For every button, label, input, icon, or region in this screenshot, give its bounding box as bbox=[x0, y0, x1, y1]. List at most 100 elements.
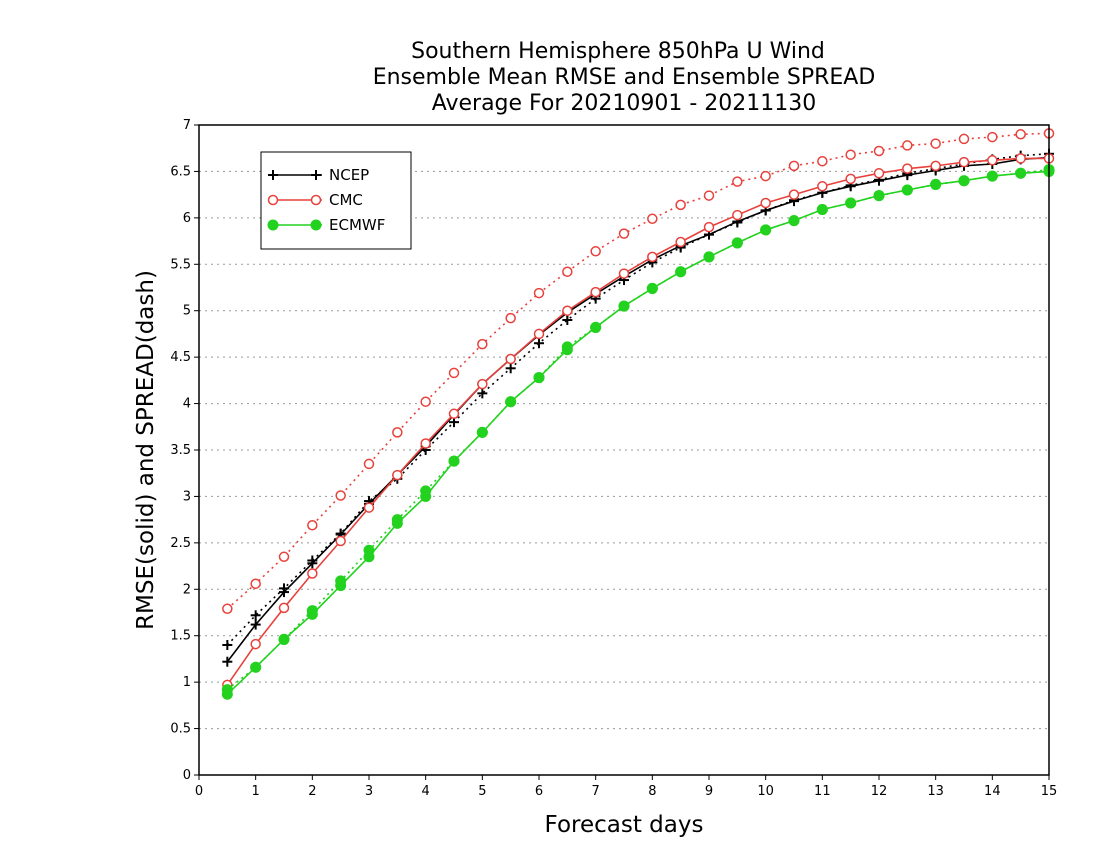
ecmwf-rmse-point bbox=[533, 372, 545, 384]
y-tick-label: 1 bbox=[183, 675, 191, 690]
x-tick-label: 0 bbox=[195, 784, 203, 799]
x-tick-label: 7 bbox=[592, 784, 600, 799]
ncep-spread-point bbox=[222, 640, 233, 650]
cmc-rmse-point bbox=[873, 168, 885, 179]
cmc-rmse-point bbox=[987, 155, 998, 166]
ecmwf-rmse-point bbox=[901, 184, 913, 196]
cmc-spread-point bbox=[477, 338, 488, 350]
ecmwf-rmse-point bbox=[448, 455, 460, 467]
axis-ticks: 00.511.522.533.544.555.566.570 1 2 3 4 5 6 7 8 9 1… bbox=[170, 118, 1057, 799]
y-tick-label: 3.5 bbox=[170, 443, 191, 458]
cmc-rmse-point bbox=[533, 328, 545, 340]
x-tick-label: 3 bbox=[365, 784, 373, 799]
cmc-rmse-point bbox=[703, 221, 715, 233]
cmc-spread-point bbox=[278, 551, 290, 563]
y-tick-label: 2 bbox=[183, 582, 191, 597]
cmc-rmse-point bbox=[675, 236, 686, 248]
ecmwf-rmse-point bbox=[646, 282, 658, 294]
cmc-rmse-point bbox=[788, 189, 800, 200]
cmc-rmse-point bbox=[420, 438, 431, 449]
x-tick-label: 1 bbox=[252, 784, 260, 799]
ncep-spread-point bbox=[477, 388, 488, 399]
ecmwf-rmse-point bbox=[816, 204, 828, 215]
y-tick-label: 6.5 bbox=[170, 164, 191, 179]
ecmwf-rmse-point bbox=[930, 178, 942, 190]
cmc-rmse-point bbox=[760, 197, 771, 209]
ncep-spread-point bbox=[250, 610, 261, 621]
ecmwf-rmse-point bbox=[363, 551, 375, 563]
ecmwf-rmse-point bbox=[675, 266, 687, 278]
cmc-rmse-point bbox=[732, 209, 743, 221]
ncep-rmse-point bbox=[279, 587, 289, 598]
cmc-rmse-point bbox=[1015, 153, 1026, 164]
y-tick-label: 7 bbox=[183, 118, 191, 133]
cmc-spread-point bbox=[845, 149, 856, 160]
cmc-spread-point bbox=[675, 199, 686, 211]
cmc-legend-point bbox=[267, 194, 279, 206]
legend-label-ecmwf: ECMWF bbox=[329, 216, 385, 234]
cmc-spread-point bbox=[1015, 129, 1026, 140]
ecmwf-rmse-point bbox=[703, 251, 715, 263]
cmc-rmse-point bbox=[817, 181, 828, 192]
x-tick-label: 12 bbox=[871, 784, 888, 799]
x-tick-label: 9 bbox=[705, 784, 713, 799]
cmc-spread-point bbox=[533, 287, 545, 299]
x-tick-label: 10 bbox=[757, 784, 774, 799]
cmc-legend-point bbox=[310, 194, 322, 206]
series-layer bbox=[221, 128, 1055, 700]
cmc-rmse-point bbox=[590, 286, 601, 298]
ecmwf-rmse-point bbox=[278, 633, 290, 645]
cmc-rmse-point bbox=[335, 535, 346, 547]
ecmwf-rmse-point bbox=[561, 344, 573, 356]
cmc-rmse-point bbox=[505, 353, 516, 365]
y-tick-label: 6 bbox=[183, 211, 191, 226]
ecmwf-rmse-point bbox=[335, 580, 347, 592]
y-axis-label: RMSE(solid) and SPREAD(dash) bbox=[133, 270, 159, 630]
y-tick-label: 0.5 bbox=[170, 722, 191, 737]
cmc-rmse-point bbox=[845, 173, 856, 185]
ecmwf-rmse-point bbox=[476, 426, 488, 438]
cmc-spread-point bbox=[987, 131, 998, 143]
x-tick-label: 14 bbox=[984, 784, 1001, 799]
cmc-spread-point bbox=[222, 603, 233, 615]
ecmwf-rmse-point bbox=[873, 190, 885, 202]
cmc-spread-point bbox=[788, 160, 800, 172]
cmc-spread-point bbox=[647, 213, 658, 225]
ecmwf-legend-point bbox=[310, 219, 322, 231]
legend-markers bbox=[268, 170, 321, 180]
ncep-rmse-point bbox=[250, 619, 261, 630]
cmc-spread-point bbox=[335, 490, 346, 501]
ncep-legend-point bbox=[268, 170, 278, 180]
cmc-spread-point bbox=[703, 190, 715, 201]
chart-title-line-1: Southern Hemisphere 850hPa U Wind bbox=[411, 39, 825, 64]
cmc-rmse-point bbox=[902, 163, 913, 174]
cmc-spread-point bbox=[958, 133, 970, 145]
legend-label-cmc: CMC bbox=[329, 191, 363, 209]
ecmwf-rmse-point bbox=[306, 608, 318, 620]
cmc-rmse-point bbox=[562, 305, 573, 316]
cmc-rmse-point bbox=[647, 251, 658, 263]
ncep-spread-point bbox=[505, 363, 516, 374]
cmc-spread-point bbox=[873, 145, 885, 157]
x-tick-label: 4 bbox=[422, 784, 430, 799]
chart-title-line-3: Average For 20210901 - 20211130 bbox=[432, 91, 817, 116]
x-tick-label: 2 bbox=[308, 784, 316, 799]
ecmwf-rmse-point bbox=[618, 300, 630, 312]
y-tick-label: 4 bbox=[183, 397, 191, 412]
ecmwf-rmse-point bbox=[845, 197, 857, 209]
legend-label-ncep: NCEP bbox=[329, 166, 369, 184]
cmc-spread-point bbox=[448, 367, 460, 379]
cmc-rmse-point bbox=[618, 268, 630, 279]
ncep-legend-point bbox=[311, 170, 321, 180]
cmc-spread-point bbox=[420, 396, 431, 407]
x-tick-label: 6 bbox=[535, 784, 543, 799]
cmc-spread-point bbox=[505, 312, 516, 324]
ecmwf-rmse-point bbox=[221, 688, 233, 700]
y-tick-label: 5.5 bbox=[170, 257, 191, 272]
y-tick-label: 4.5 bbox=[170, 350, 191, 365]
ecmwf-rmse-point bbox=[590, 321, 602, 333]
x-tick-label: 15 bbox=[1041, 784, 1058, 799]
ncep-rmse-point bbox=[222, 656, 233, 667]
legend: NCEP CMC ECMWF bbox=[260, 151, 412, 250]
